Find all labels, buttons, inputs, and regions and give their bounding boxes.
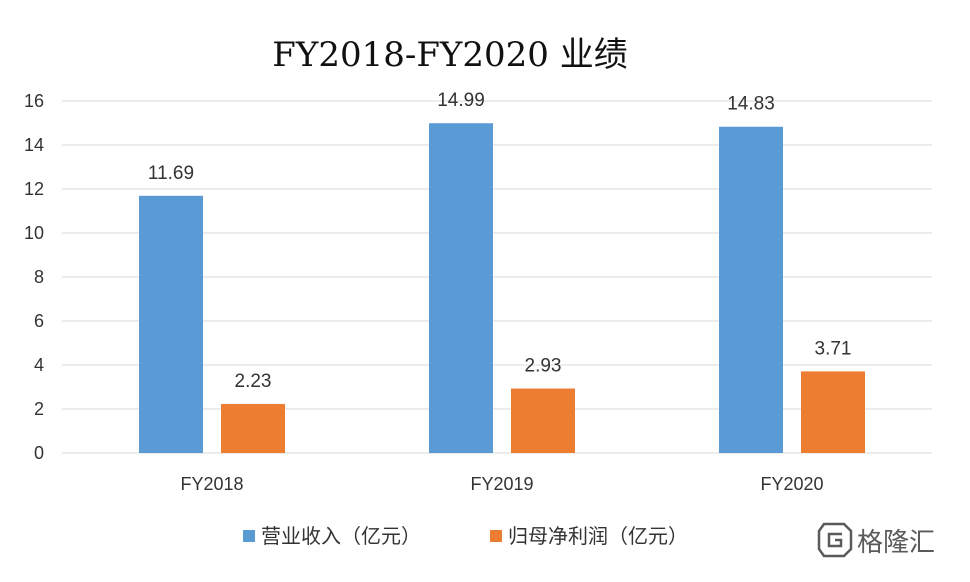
y-tick-label: 2	[34, 399, 44, 419]
legend-swatch	[243, 530, 255, 542]
x-axis-categories: FY2018 FY2019 FY2020	[180, 474, 823, 494]
legend: 营业收入（亿元） 归母净利润（亿元）	[243, 524, 688, 548]
bar	[221, 403, 285, 453]
data-label: 2.93	[525, 356, 562, 377]
x-category-label: FY2018	[180, 474, 243, 494]
y-tick-label: 14	[24, 135, 44, 155]
bars	[139, 123, 865, 454]
gelonghui-logo-icon	[817, 522, 853, 558]
chart-title: FY2018-FY2020 业绩	[272, 35, 627, 75]
y-tick-label: 0	[34, 443, 44, 463]
legend-label: 归母净利润（亿元）	[508, 524, 688, 548]
data-label: 3.71	[815, 338, 852, 359]
bar	[139, 195, 203, 453]
data-label: 2.23	[235, 371, 272, 392]
y-tick-label: 12	[24, 179, 44, 199]
legend-label: 营业收入（亿元）	[261, 524, 421, 548]
data-label: 11.69	[148, 163, 194, 184]
bar	[719, 126, 783, 454]
bar	[801, 371, 865, 453]
bar	[511, 388, 575, 453]
watermark-text: 格隆汇	[857, 528, 935, 558]
x-category-label: FY2019	[470, 474, 533, 494]
y-tick-label: 8	[34, 267, 44, 287]
data-label: 14.99	[437, 90, 485, 111]
y-tick-label: 16	[24, 91, 44, 111]
x-category-label: FY2020	[760, 474, 823, 494]
gridlines	[62, 100, 932, 454]
y-axis-ticks: 0 2 4 6 8 10 12 14 16	[24, 91, 44, 463]
y-tick-label: 4	[34, 355, 44, 375]
y-tick-label: 6	[34, 311, 44, 331]
data-label: 14.83	[727, 94, 775, 115]
data-labels: 11.69 2.23 14.99 2.93 14.83 3.71	[148, 90, 852, 392]
watermark: 格隆汇	[817, 522, 935, 558]
y-tick-label: 10	[24, 223, 44, 243]
bar	[429, 123, 493, 453]
legend-swatch	[490, 530, 502, 542]
